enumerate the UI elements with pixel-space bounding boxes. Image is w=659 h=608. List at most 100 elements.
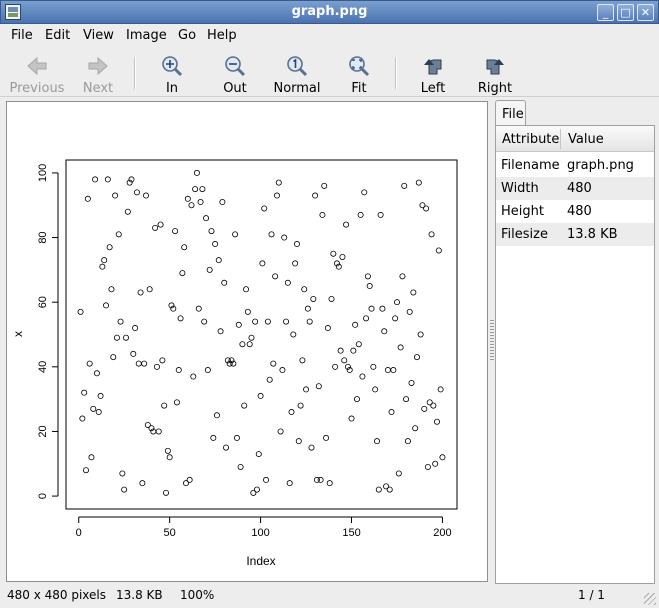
data-point bbox=[213, 412, 220, 419]
attribute-cell: Height bbox=[501, 204, 544, 219]
data-point bbox=[366, 283, 373, 290]
data-point bbox=[163, 489, 170, 496]
data-point bbox=[217, 328, 224, 335]
data-point bbox=[341, 357, 348, 364]
data-point bbox=[319, 211, 326, 218]
data-point bbox=[321, 182, 328, 189]
table-row[interactable]: Width 480 bbox=[496, 177, 654, 200]
data-point bbox=[261, 205, 268, 212]
data-point bbox=[306, 318, 313, 325]
data-point bbox=[241, 402, 248, 409]
data-point bbox=[283, 318, 290, 325]
data-point bbox=[224, 357, 231, 364]
data-point bbox=[272, 273, 279, 280]
data-point bbox=[413, 354, 420, 361]
data-point bbox=[119, 470, 126, 477]
maximize-button[interactable]: □ bbox=[617, 4, 634, 21]
x-tick-label: 150 bbox=[342, 527, 360, 539]
data-point bbox=[379, 305, 386, 312]
data-point bbox=[128, 176, 135, 183]
data-point bbox=[246, 341, 253, 348]
data-point bbox=[299, 357, 306, 364]
data-point bbox=[264, 318, 271, 325]
rotate-left-button[interactable]: Left bbox=[414, 47, 452, 97]
toolbar: Previous Next In Out Normal Fit Left Rig… bbox=[0, 47, 659, 97]
scatter-plot: 0 50 100 150 200 0 20 40 60 80 100 Index x bbox=[11, 159, 458, 568]
data-point bbox=[263, 476, 270, 483]
attribute-cell: Filename bbox=[501, 158, 560, 173]
normal-size-button[interactable]: Normal bbox=[270, 47, 324, 97]
menu-go[interactable]: Go bbox=[178, 28, 197, 43]
menu-image[interactable]: Image bbox=[126, 28, 167, 43]
menu-help[interactable]: Help bbox=[207, 28, 237, 43]
menu-bar: File Edit View Image Go Help bbox=[0, 24, 659, 46]
data-point bbox=[121, 486, 128, 493]
data-point bbox=[250, 489, 257, 496]
data-point bbox=[277, 428, 284, 435]
zoom-in-button[interactable]: In bbox=[152, 47, 192, 97]
data-point bbox=[115, 231, 122, 238]
table-row[interactable]: Filesize 13.8 KB bbox=[496, 223, 654, 246]
previous-label: Previous bbox=[9, 81, 65, 96]
data-point bbox=[392, 315, 399, 322]
data-point bbox=[135, 360, 142, 367]
data-point bbox=[104, 176, 111, 183]
data-point bbox=[377, 211, 384, 218]
menu-file[interactable]: File bbox=[11, 28, 33, 43]
data-point bbox=[270, 360, 277, 367]
data-point bbox=[166, 454, 173, 461]
data-point bbox=[133, 189, 140, 196]
data-point bbox=[195, 305, 202, 312]
data-point bbox=[323, 434, 330, 441]
column-header-value[interactable]: Value bbox=[568, 132, 604, 147]
menu-edit[interactable]: Edit bbox=[45, 28, 71, 43]
plot-frame bbox=[65, 159, 458, 510]
data-point bbox=[410, 289, 417, 296]
attribute-cell: Filesize bbox=[501, 227, 548, 242]
minimize-button[interactable]: _ bbox=[597, 4, 614, 21]
value-cell: 480 bbox=[567, 204, 592, 219]
zoom-out-button[interactable]: Out bbox=[214, 47, 256, 97]
image-viewer-app-icon[interactable] bbox=[5, 4, 21, 20]
data-point bbox=[146, 286, 153, 293]
data-point bbox=[430, 402, 437, 409]
best-fit-label: Fit bbox=[351, 81, 367, 96]
data-point bbox=[370, 363, 377, 370]
data-point bbox=[310, 295, 317, 302]
data-point bbox=[326, 480, 333, 487]
data-point bbox=[423, 205, 430, 212]
data-point bbox=[384, 367, 391, 374]
pane-resize-handle[interactable] bbox=[490, 320, 494, 360]
zoom-in-label: In bbox=[165, 81, 179, 96]
data-point bbox=[201, 318, 208, 325]
window-resize-grip[interactable] bbox=[644, 593, 656, 605]
close-button[interactable]: ✕ bbox=[637, 4, 654, 21]
table-row[interactable]: Height 480 bbox=[496, 200, 654, 223]
data-point bbox=[170, 305, 177, 312]
data-point bbox=[126, 179, 133, 186]
best-fit-button[interactable]: Fit bbox=[342, 47, 376, 97]
next-button[interactable]: Next bbox=[76, 47, 120, 97]
data-point bbox=[352, 321, 359, 328]
rotate-right-button[interactable]: Right bbox=[474, 47, 516, 97]
menu-view[interactable]: View bbox=[83, 28, 114, 43]
x-tick-label: 50 bbox=[164, 527, 176, 539]
data-point bbox=[348, 415, 355, 422]
previous-button[interactable]: Previous bbox=[8, 47, 66, 97]
data-point bbox=[221, 279, 228, 286]
column-header-attribute[interactable]: Attribute bbox=[502, 132, 560, 147]
data-point bbox=[399, 273, 406, 280]
data-point bbox=[148, 425, 155, 432]
data-point bbox=[137, 289, 144, 296]
y-axis-label: x bbox=[11, 331, 25, 337]
data-point bbox=[244, 308, 251, 315]
data-point bbox=[290, 331, 297, 338]
x-tick-label: 200 bbox=[433, 527, 451, 539]
data-point bbox=[79, 415, 86, 422]
data-point bbox=[266, 376, 273, 383]
image-canvas[interactable]: 0 50 100 150 200 0 20 40 60 80 100 Index x bbox=[6, 101, 488, 582]
data-point bbox=[426, 399, 433, 406]
table-row[interactable]: Filename graph.png bbox=[496, 154, 654, 177]
tab-file[interactable]: File bbox=[495, 100, 526, 126]
data-point bbox=[188, 202, 195, 209]
